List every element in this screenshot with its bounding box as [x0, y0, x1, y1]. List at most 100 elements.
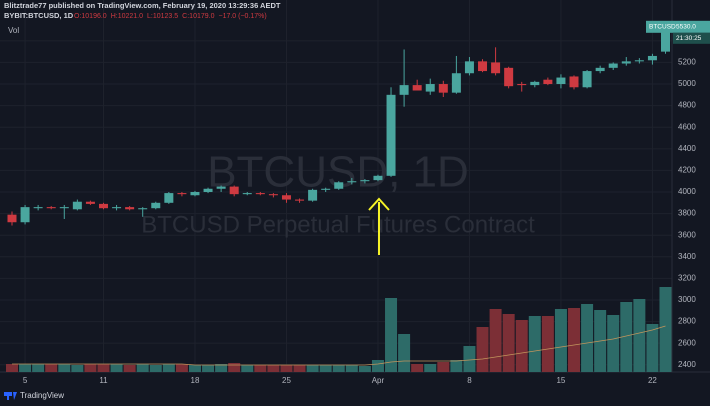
volume-bar [332, 365, 345, 372]
candle-body [634, 60, 644, 62]
candle-body [203, 188, 213, 193]
volume-bar [280, 365, 293, 372]
y-tick-label: 4600 [678, 122, 696, 131]
x-tick-label: 8 [467, 376, 472, 385]
candle-body [334, 182, 344, 189]
candle-body [608, 63, 618, 68]
y-tick-label: 3800 [678, 209, 696, 218]
candle-body [504, 67, 514, 87]
candle-body [164, 193, 174, 203]
ohlc-low: L:10123.5 [147, 13, 178, 20]
candle-body [386, 94, 396, 176]
y-tick-label: 2400 [678, 360, 696, 369]
x-tick-label: 22 [648, 376, 657, 385]
y-tick-label: 5000 [678, 79, 696, 88]
volume-bar [385, 298, 398, 372]
publisher: Blitztrade77 published on TradingView.co… [4, 1, 281, 10]
candle-body [59, 207, 69, 209]
candle-body [85, 201, 95, 204]
volume-bar [228, 363, 241, 372]
volume-bar [19, 364, 32, 372]
candle-body [98, 203, 108, 209]
volume-bar [71, 365, 84, 372]
volume-bar [646, 324, 659, 372]
candle-body [33, 207, 43, 209]
candle-body [151, 202, 161, 209]
symbol: BYBIT:BTCUSD, 1D [4, 11, 74, 20]
candle-body [229, 186, 239, 195]
volume-label: Vol [8, 26, 19, 35]
candle-body [478, 61, 488, 72]
candle-body [281, 195, 291, 200]
candle-body [621, 61, 631, 64]
watermark: BTCUSD, 1D [207, 148, 469, 197]
volume-bar [489, 309, 502, 372]
candle-body [177, 193, 187, 195]
volume-ma-line [12, 325, 666, 366]
price-tag-bg [646, 20, 710, 33]
volume-bar [528, 316, 541, 372]
logo [4, 392, 17, 400]
annotation-arrow [368, 197, 390, 255]
x-tick-label: 11 [99, 376, 108, 385]
volume-bar [45, 364, 58, 372]
volume-bar [463, 346, 476, 372]
ohlc-high: H:10221.0 [111, 13, 143, 20]
y-tick-label: 4200 [678, 166, 696, 175]
volume-bar [554, 309, 567, 372]
x-tick-label: 25 [282, 376, 291, 385]
candle-body [216, 186, 226, 189]
candle-body [255, 193, 265, 195]
volume-bar [515, 320, 528, 372]
volume-bar [97, 364, 110, 372]
volume-bar [149, 365, 162, 372]
volume-bar [241, 365, 254, 372]
candle-body [138, 208, 148, 210]
candle-body [308, 189, 318, 201]
ohlc-close: C:10179.0 [182, 13, 214, 20]
candle-body [321, 188, 331, 190]
x-tick-label: Apr [372, 376, 385, 385]
volume-bar [293, 365, 306, 372]
candle-body [595, 67, 605, 72]
x-tick-label: 15 [556, 376, 565, 385]
candle-body [268, 194, 278, 196]
volume-bar [123, 365, 136, 372]
volume-bar [267, 365, 280, 372]
volume-bar [424, 364, 437, 372]
volume-bar [437, 362, 450, 372]
volume-bar [202, 365, 215, 372]
candle-body [295, 199, 305, 201]
candle-body [46, 207, 56, 209]
candle-body [543, 79, 553, 85]
candle-body [647, 55, 657, 61]
y-tick-label: 3000 [678, 295, 696, 304]
y-tick-label: 2800 [678, 317, 696, 326]
candle-body [72, 201, 82, 210]
y-tick-label: 4000 [678, 187, 696, 196]
volume-bar [175, 364, 188, 372]
volume-bar [502, 314, 515, 372]
y-tick-label: 4800 [678, 101, 696, 110]
volume-bar [32, 364, 45, 372]
candle-body [582, 71, 592, 88]
candle-body [569, 76, 579, 88]
volume-bar [659, 287, 672, 372]
price-tag: BTCUSD 5530.0 21:30:25 [646, 20, 710, 44]
candle-body [530, 81, 540, 86]
y-tick-label: 3200 [678, 273, 696, 282]
y-tick-label: 2600 [678, 338, 696, 347]
volume-bar [398, 334, 411, 372]
footer: TradingView [20, 391, 64, 400]
candle-body [399, 85, 409, 95]
volume-bar [306, 365, 319, 372]
x-tick-label: 18 [191, 376, 200, 385]
candle-body [373, 175, 383, 181]
volume-bar [358, 366, 371, 372]
candle-body [517, 84, 527, 86]
candle-body [438, 84, 448, 93]
candle-body [190, 192, 200, 196]
volume-bar [84, 364, 97, 372]
volume-bar [58, 364, 71, 372]
volume-bar [411, 364, 424, 372]
